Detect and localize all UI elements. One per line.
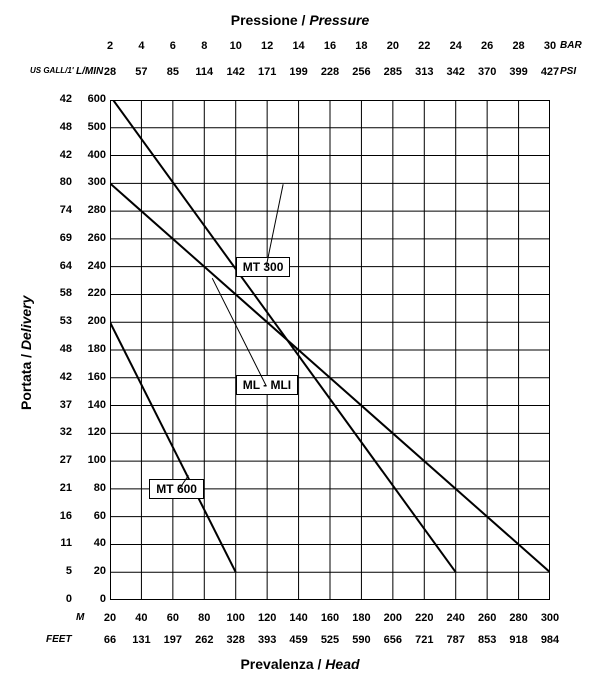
unit-gal: US GALL/1' (30, 66, 74, 75)
label-mlmli: ML - MLI (236, 375, 298, 395)
unit-bar: BAR (560, 40, 582, 51)
unit-feet: FEET (46, 634, 72, 645)
label-mt300: MT 300 (236, 257, 291, 277)
title-pressure: Pressione / Pressure (0, 12, 600, 28)
curve-mt300 (113, 100, 456, 572)
title-head: Prevalenza / Head (0, 656, 600, 672)
title-delivery: Portata / Delivery (18, 296, 34, 410)
chart-plot-area (110, 100, 550, 600)
label-mt600: MT 600 (149, 479, 204, 499)
unit-m: M (76, 612, 84, 623)
